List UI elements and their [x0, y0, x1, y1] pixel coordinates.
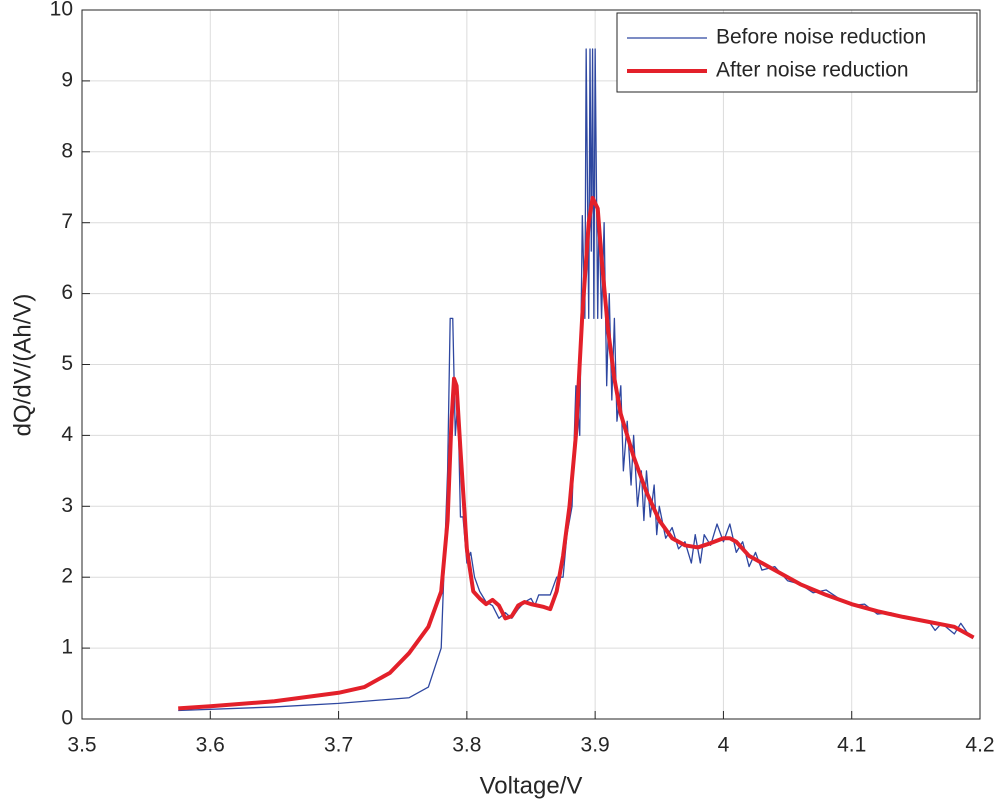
x-tick-label: 3.5 [67, 734, 96, 757]
y-tick-label: 3 [61, 494, 73, 517]
y-tick-label: 6 [61, 281, 73, 304]
legend-label: Before noise reduction [716, 26, 926, 49]
legend-box [616, 12, 978, 93]
x-tick-label: 3.6 [196, 734, 225, 757]
y-tick-label: 8 [61, 139, 73, 162]
x-tick-label: 3.8 [452, 734, 481, 757]
x-tick-label: 3.7 [324, 734, 353, 757]
series-line [178, 48, 974, 712]
legend-label: After noise reduction [716, 59, 909, 82]
x-tick-label: 4.1 [837, 734, 866, 757]
x-tick-label: 3.9 [581, 734, 610, 757]
y-tick-label: 1 [61, 636, 73, 659]
y-tick-label: 0 [61, 707, 73, 730]
x-axis-label: Voltage/V [480, 772, 583, 799]
y-tick-label: 2 [61, 565, 73, 588]
y-tick-label: 4 [61, 423, 73, 446]
x-tick-label: 4.2 [965, 734, 994, 757]
y-axis-label: dQ/dV/(Ah/V) [9, 294, 36, 437]
x-tick-label: 4 [718, 734, 730, 757]
series-line [178, 195, 975, 711]
y-tick-label: 7 [61, 210, 73, 233]
y-tick-label: 9 [61, 68, 73, 91]
y-tick-label: 10 [50, 0, 73, 21]
y-tick-label: 5 [61, 352, 73, 375]
plot-frame [81, 9, 981, 720]
